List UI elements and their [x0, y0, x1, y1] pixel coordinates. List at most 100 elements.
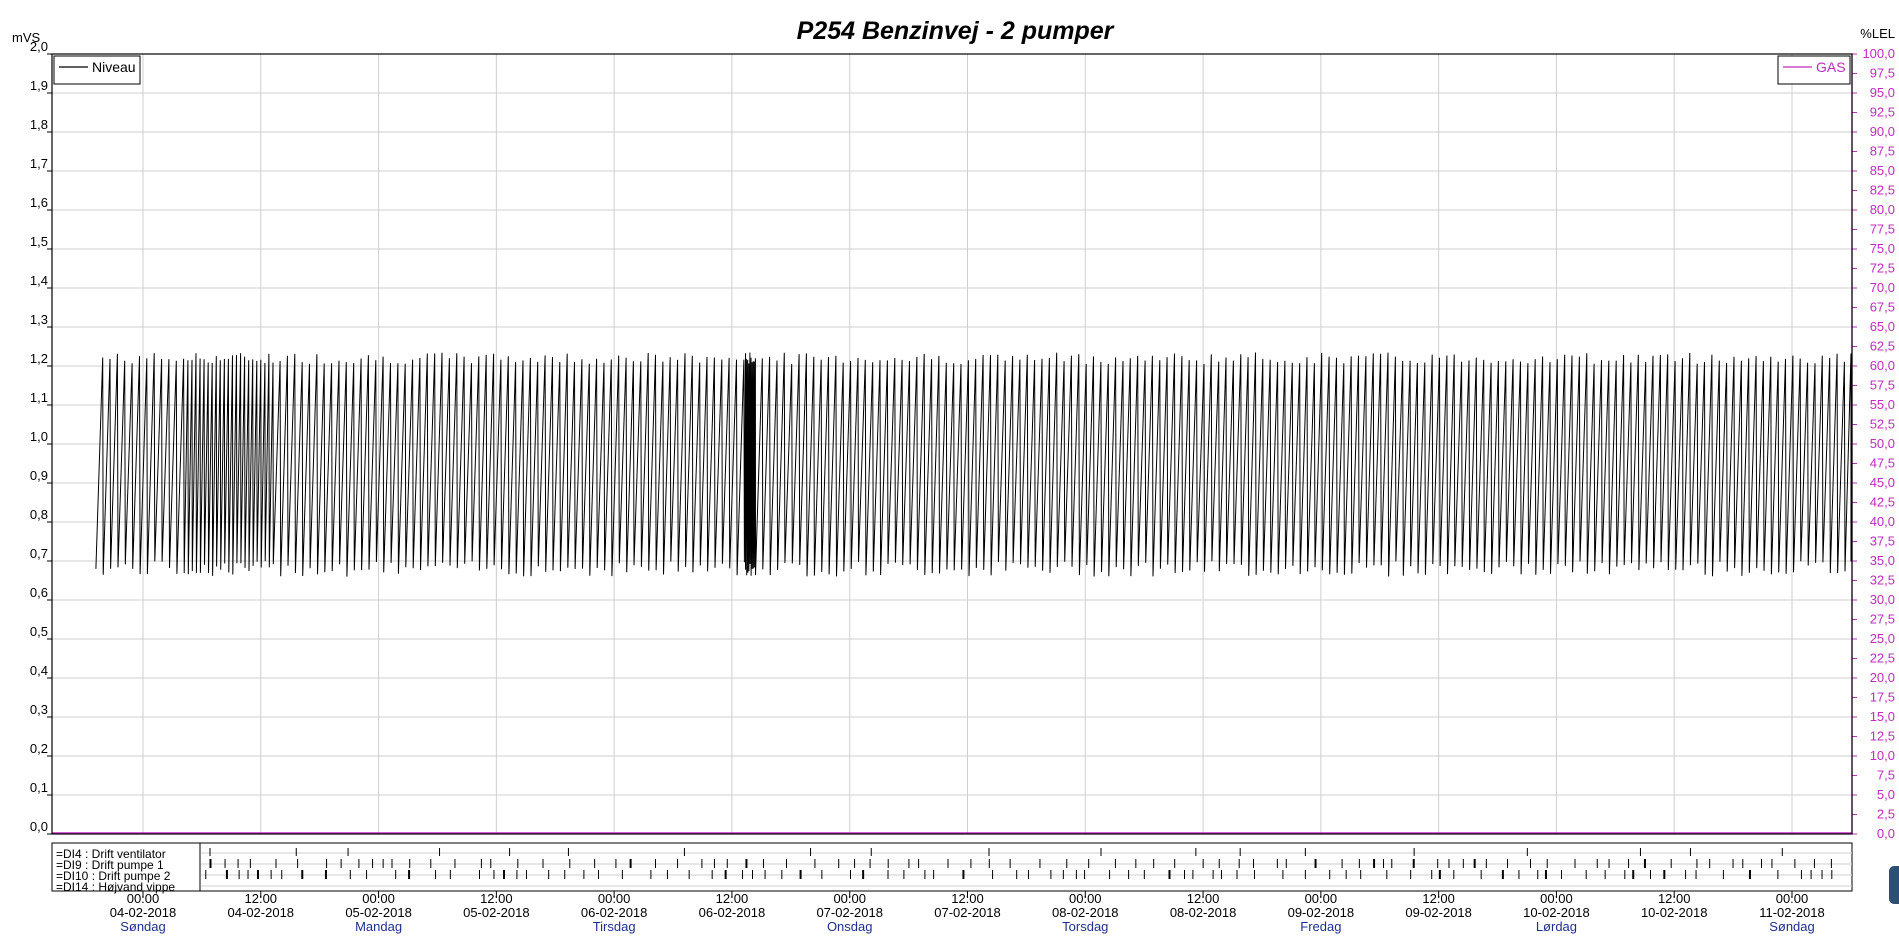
x-tick-day: Tirsdag [593, 919, 636, 934]
y-right-tick-label: 57,5 [1870, 378, 1895, 393]
y-right-tick-label: 12,5 [1870, 729, 1895, 744]
y-left-tick-label: 1,6 [30, 195, 48, 210]
y-right-tick-label: 90,0 [1870, 124, 1895, 139]
y-left-tick-label: 0,5 [30, 624, 48, 639]
y-left-tick-label: 0,2 [30, 741, 48, 756]
digital-channels: =DI4 : Drift ventilator=DI9 : Drift pump… [56, 847, 1852, 894]
x-tick-date: 05-02-2018 [345, 905, 412, 920]
x-tick-date: 09-02-2018 [1288, 905, 1355, 920]
x-tick-date: 06-02-2018 [581, 905, 648, 920]
x-tick-date: 11-02-2018 [1759, 905, 1825, 920]
side-panel-tab[interactable] [1889, 866, 1899, 904]
x-tick-day: Mandag [355, 919, 402, 934]
y-left-tick-label: 0,8 [30, 507, 48, 522]
y-left-tick-label: 0,4 [30, 663, 48, 678]
y-right-tick-label: 72,5 [1870, 261, 1895, 276]
y-left-tick-label: 0,6 [30, 585, 48, 600]
legend-niveau: Niveau [53, 55, 141, 85]
y-left-tick-label: 1,8 [30, 117, 48, 132]
digital-channel-label: =DI14 : Højvand vippe [56, 880, 175, 894]
digital-panel [51, 842, 1853, 892]
y-right-tick-label: 95,0 [1870, 85, 1895, 100]
x-tick-day: Onsdag [827, 919, 873, 934]
y-right-tick-label: 92,5 [1870, 105, 1895, 120]
y-right-tick-label: 15,0 [1870, 709, 1895, 724]
y-left-tick-label: 1,9 [30, 78, 48, 93]
y-left-tick-label: 0,7 [30, 546, 48, 561]
series-layer [52, 352, 1852, 834]
y-right-tick-label: 37,5 [1870, 534, 1895, 549]
legend-box [1777, 55, 1851, 85]
y-right-tick-label: 87,5 [1870, 144, 1895, 159]
y-right-unit: %LEL [1860, 26, 1895, 41]
y-right-tick-label: 97,5 [1870, 66, 1895, 81]
y-right-tick-label: 25,0 [1870, 631, 1895, 646]
y-right-tick-label: 82,5 [1870, 183, 1895, 198]
y-right-tick-label: 80,0 [1870, 202, 1895, 217]
x-tick-date: 09-02-2018 [1405, 905, 1472, 920]
y-right-tick-label: 27,5 [1870, 612, 1895, 627]
y-right-tick-label: 50,0 [1870, 436, 1895, 451]
x-tick-day: Fredag [1300, 919, 1341, 934]
chart-title: P254 Benzinvej - 2 pumper [797, 17, 1115, 45]
y-right-tick-label: 35,0 [1870, 553, 1895, 568]
y-left-tick-label: 1,7 [30, 156, 48, 171]
y-left-tick-label: 1,2 [30, 351, 48, 366]
x-tick-date: 08-02-2018 [1052, 905, 1119, 920]
y-right-tick-label: 10,0 [1870, 748, 1895, 763]
y-left-tick-label: 0,0 [30, 819, 48, 834]
y-left-tick-label: 0,3 [30, 702, 48, 717]
y-left-axis: 0,0 0,1 0,2 0,3 0,4 0,5 0,6 0,7 0,8 0,9 1,0 1,1 1,2 1… [30, 39, 52, 835]
x-tick-date: 08-02-2018 [1170, 905, 1237, 920]
legend-box [53, 55, 141, 85]
y-right-tick-label: 0,0 [1877, 826, 1895, 841]
x-tick-date: 06-02-2018 [699, 905, 766, 920]
x-tick-time: 12:00 [716, 891, 749, 906]
y-left-unit: mVS [12, 30, 41, 45]
y-left-tick-label: 1,5 [30, 234, 48, 249]
y-right-tick-label: 100,0 [1862, 46, 1895, 61]
x-tick-time: 00:00 [127, 891, 160, 906]
y-left-tick-label: 0,1 [30, 780, 48, 795]
series-line-niveau [95, 352, 1852, 577]
y-right-tick-label: 17,5 [1870, 690, 1895, 705]
x-tick-day: Søndag [1769, 919, 1815, 934]
y-right-tick-label: 2,5 [1877, 807, 1895, 822]
y-right-tick-label: 5,0 [1877, 787, 1895, 802]
digital-channel-label: =DI4 : Drift ventilator [56, 847, 166, 861]
x-tick-day: Torsdag [1062, 919, 1108, 934]
x-tick-day: Lørdag [1536, 919, 1577, 934]
y-right-tick-label: 40,0 [1870, 514, 1895, 529]
y-right-tick-label: 45,0 [1870, 475, 1895, 490]
y-right-tick-label: 32,5 [1870, 573, 1895, 588]
y-left-tick-label: 1,0 [30, 429, 48, 444]
x-tick-date: 07-02-2018 [934, 905, 1001, 920]
y-right-tick-label: 30,0 [1870, 592, 1895, 607]
y-right-tick-label: 65,0 [1870, 319, 1895, 334]
x-tick-date: 04-02-2018 [228, 905, 295, 920]
y-right-tick-label: 7,5 [1877, 768, 1895, 783]
y-right-tick-label: 67,5 [1870, 300, 1895, 315]
plot-frame [51, 53, 1853, 835]
x-tick-day: Søndag [120, 919, 166, 934]
y-right-tick-label: 85,0 [1870, 163, 1895, 178]
y-right-tick-label: 47,5 [1870, 456, 1895, 471]
x-tick-time: 12:00 [480, 891, 513, 906]
x-tick-time: 12:00 [1422, 891, 1455, 906]
x-tick-time: 12:00 [1187, 891, 1220, 906]
y-left-tick-label: 1,1 [30, 390, 48, 405]
x-tick-time: 12:00 [245, 891, 278, 906]
y-right-tick-label: 62,5 [1870, 339, 1895, 354]
x-tick-date: 07-02-2018 [816, 905, 883, 920]
x-tick-time: 12:00 [1658, 891, 1691, 906]
x-tick-time: 00:00 [1069, 891, 1102, 906]
x-tick-time: 00:00 [1540, 891, 1573, 906]
digital-channel-label: =DI10 : Drift pumpe 2 [56, 869, 171, 883]
y-left-tick-label: 2,0 [30, 39, 48, 54]
x-tick-date: 04-02-2018 [110, 905, 177, 920]
x-tick-date: 05-02-2018 [463, 905, 530, 920]
y-right-axis: 0,0 2,5 5,0 7,5 10,0 12,5 15,0 17,5 20,0 22,5 25,0… [1851, 46, 1895, 841]
x-tick-time: 00:00 [1776, 891, 1809, 906]
y-right-tick-label: 75,0 [1870, 241, 1895, 256]
y-left-tick-label: 0,9 [30, 468, 48, 483]
